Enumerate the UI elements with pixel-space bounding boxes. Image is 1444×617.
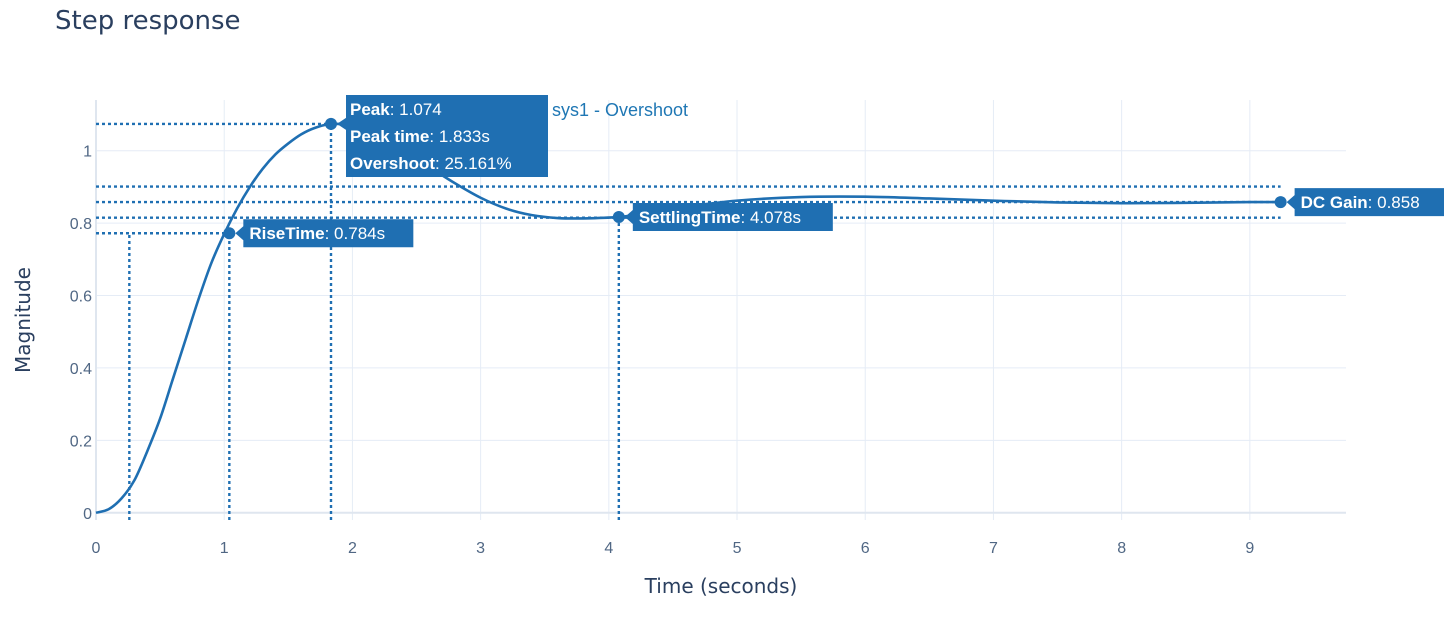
rise-time-label: RiseTime: 0.784s [235,219,414,248]
y-tick-label: 1 [83,144,92,161]
peak-annotation-key: Peak [350,100,390,119]
guide-lines [96,122,1281,520]
x-tick-label: 7 [989,540,998,557]
peak-pointer [337,117,346,130]
dc-gain-label: DC Gain: 0.858 [1286,188,1444,217]
peak-annotation-box [346,95,548,177]
x-tick-label: 0 [92,540,101,557]
legend-entry[interactable]: sys1 - Overshoot [552,100,688,120]
settling-time-label-box [624,202,833,231]
series-line [95,122,1281,515]
chart-title: Step response [55,6,241,36]
y-tick-label: 0 [83,506,92,523]
peak-annotation-line: Peak time: 1.833s [350,127,490,146]
x-tick-label: 4 [604,540,613,557]
y-tick-label: 0.8 [70,216,92,233]
marker-settlingtime [612,210,625,223]
x-tick-label: 6 [861,540,870,557]
settling-time-label-value: : 4.078s [741,208,802,227]
axes: 0 1 2 3 4 5 6 7 8 9 0 0.2 0.4 0.6 0.8 1 [70,144,1255,557]
marker-peak [325,117,337,130]
settling-time-label: SettlingTime: 4.078s [624,202,833,231]
rise-time-label-text: RiseTime: 0.784s [249,224,385,243]
dc-gain-label-text: DC Gain: 0.858 [1301,193,1420,212]
dc-gain-label-value: : 0.858 [1368,193,1420,212]
rise-time-label-box [235,219,414,248]
series-line-layer [95,122,1281,515]
dc-gain-label-box [1286,188,1444,217]
marker-risetime [223,227,236,240]
x-tick-label: 2 [348,540,357,557]
x-tick-label: 9 [1245,540,1254,557]
peak-annotation-line: Peak: 1.074 [350,100,442,119]
x-tick-label: 8 [1117,540,1126,557]
x-axis-title: Time (seconds) [644,574,798,598]
x-tick-label: 3 [476,540,485,557]
peak-annotation-line: Overshoot: 25.161% [350,154,512,173]
marker-dc-gain [1274,196,1287,209]
y-tick-label: 0.2 [70,433,92,450]
y-tick-label: 0.4 [70,361,92,378]
peak-annotation-value: : 25.161% [435,154,512,173]
rise-time-label-value: : 0.784s [325,224,386,243]
peak-annotation-key: Peak time [350,127,429,146]
y-tick-label: 0.6 [70,289,92,306]
dc-gain-label-key: DC Gain [1301,193,1368,212]
settling-time-label-text: SettlingTime: 4.078s [639,208,801,227]
peak-annotation-value: : 1.074 [390,100,442,119]
rise-time-label-key: RiseTime [249,224,324,243]
x-tick-label: 1 [220,540,229,557]
x-tick-label: 5 [733,540,742,557]
peak-annotation-value: : 1.833s [429,127,490,146]
marker-layer [223,117,1287,240]
y-axis-title: Magnitude [11,267,35,373]
annotation-layer: RiseTime: 0.784s SettlingTime: 4.078s DC G… [235,95,1444,248]
settling-time-label-key: SettlingTime [639,208,741,227]
peak-annotation-key: Overshoot [350,154,435,173]
grid [95,100,1346,520]
